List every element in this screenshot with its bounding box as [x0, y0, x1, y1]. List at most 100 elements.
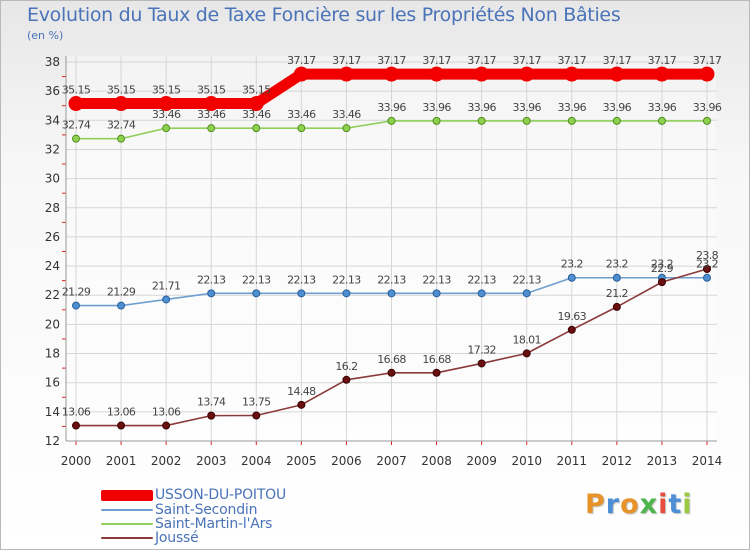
data-point: [342, 375, 351, 384]
y-tick-label: 36: [45, 84, 60, 98]
data-point: [72, 134, 80, 143]
data-label: 37.17: [422, 54, 451, 67]
data-label: 37.17: [512, 54, 541, 67]
data-point: [657, 116, 666, 125]
data-label: 23.2: [561, 258, 583, 271]
x-tick-label: 2011: [557, 454, 588, 468]
data-point: [338, 66, 354, 82]
data-label: 22.13: [242, 273, 271, 286]
logo-letter: r: [605, 489, 621, 520]
y-tick-label: 26: [45, 230, 60, 244]
legend-swatch-saint-secondin: [101, 509, 153, 511]
data-point: [252, 411, 261, 420]
data-label: 35.15: [107, 84, 136, 97]
x-tick-label: 2001: [106, 454, 137, 468]
data-label: 37.17: [648, 54, 677, 67]
data-label: 35.15: [242, 84, 271, 97]
data-point: [162, 295, 171, 304]
data-label: 22.13: [512, 273, 541, 286]
data-point: [564, 66, 580, 82]
data-point: [474, 66, 490, 82]
y-tick-label: 12: [45, 434, 60, 448]
logo-letter: i: [658, 489, 669, 520]
data-point: [293, 66, 309, 82]
data-label: 22.13: [287, 273, 316, 286]
data-label: 37.17: [603, 54, 632, 67]
y-tick-label: 32: [45, 142, 60, 156]
data-label: 16.2: [335, 360, 357, 373]
data-label: 16.68: [422, 353, 451, 366]
data-label: 17.32: [467, 343, 496, 356]
y-tick-label: 22: [45, 288, 60, 302]
data-point: [657, 278, 666, 287]
data-point: [477, 289, 486, 298]
data-point: [117, 421, 126, 430]
data-label: 21.71: [152, 279, 181, 292]
data-label: 33.46: [242, 108, 271, 121]
data-point: [297, 289, 306, 298]
data-point: [117, 134, 126, 143]
data-point: [158, 96, 174, 112]
data-point: [207, 289, 216, 298]
legend-swatch-usson: [101, 489, 153, 501]
x-tick-label: 2005: [286, 454, 317, 468]
y-tick-label: 34: [45, 113, 60, 127]
data-point: [117, 301, 126, 310]
data-point: [342, 289, 351, 298]
x-tick-label: 2010: [511, 454, 542, 468]
axis-layer: 12 14 16 18 20 22 24 26 28 30 32 34 36 38 2000 2001 2002…: [45, 55, 723, 468]
x-tick-label: 2008: [421, 454, 452, 468]
data-label: 32.74: [107, 119, 136, 132]
data-label: 21.29: [107, 286, 136, 299]
legend-label-saint-martin: Saint-Martin-l'Ars: [155, 516, 273, 532]
y-tick-label: 14: [45, 405, 60, 419]
data-point: [162, 421, 171, 430]
data-point: [522, 289, 531, 298]
legend-label-jousse: Joussé: [155, 530, 199, 546]
data-point: [162, 124, 171, 133]
logo-letter: x: [639, 489, 659, 520]
proxiti-logo: Proxiti: [585, 489, 693, 520]
legend-label-usson: USSON-DU-POITOU: [155, 487, 287, 503]
x-tick-label: 2004: [241, 454, 272, 468]
x-tick-label: 2006: [331, 454, 362, 468]
y-tick-label: 24: [45, 259, 60, 273]
data-point: [703, 116, 711, 125]
data-label: 37.17: [287, 54, 316, 67]
data-point: [113, 96, 129, 112]
data-point: [699, 66, 715, 82]
data-point: [297, 124, 306, 133]
data-point: [252, 124, 261, 133]
data-point: [384, 66, 399, 82]
data-point: [703, 273, 711, 282]
data-label: 37.17: [332, 54, 361, 67]
data-label: 16.68: [377, 353, 406, 366]
data-label: 37.17: [467, 54, 496, 67]
x-tick-label: 2014: [692, 454, 723, 468]
data-label: 33.46: [152, 108, 181, 121]
x-tick-label: 2013: [647, 454, 678, 468]
y-tick-label: 18: [45, 347, 60, 361]
y-tick-label: 16: [45, 376, 60, 390]
x-tick-label: 2003: [196, 454, 227, 468]
data-point: [297, 400, 306, 409]
data-label: 33.46: [197, 108, 226, 121]
y-tick-label: 20: [45, 317, 60, 331]
data-point: [248, 96, 264, 112]
data-label: 23.2: [651, 258, 673, 271]
data-point: [207, 124, 216, 133]
data-label-layer: 35.15 35.15 35.15 35.15 35.15 37.17 37.17 37.17…: [62, 54, 723, 418]
data-label: 35.15: [197, 84, 226, 97]
y-tick-label: 30: [45, 172, 60, 186]
data-point: [612, 273, 621, 282]
data-label: 33.46: [287, 108, 316, 121]
x-tick-label: 2009: [466, 454, 497, 468]
legend-label-saint-secondin: Saint-Secondin: [155, 502, 258, 518]
data-label: 35.15: [62, 84, 91, 97]
data-label: 22.13: [332, 273, 361, 286]
data-point: [703, 264, 711, 273]
data-label: 37.17: [558, 54, 587, 67]
data-label: 18.01: [512, 333, 541, 346]
data-point: [203, 96, 219, 112]
data-label: 22.13: [422, 273, 451, 286]
